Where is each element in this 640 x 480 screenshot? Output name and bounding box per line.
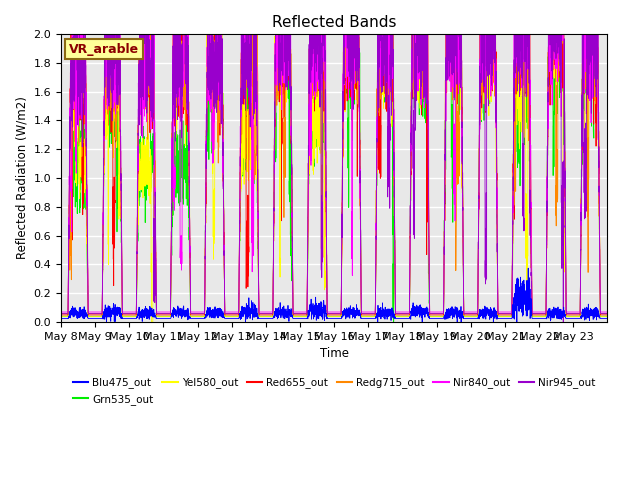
Yel580_out (511, 31, 519, 37)
Nir945_out (604, 311, 611, 316)
Blu475_out (355, 307, 362, 313)
Blu475_out (170, 305, 178, 311)
Nir945_out (511, 46, 518, 52)
Yel580_out (355, 30, 362, 36)
Grn535_out (355, 67, 362, 72)
Text: VR_arable: VR_arable (69, 43, 140, 56)
Yel580_out (384, 77, 392, 83)
Red655_out (511, 7, 518, 12)
Red655_out (525, 61, 532, 67)
Nir840_out (525, 16, 532, 22)
Red655_out (384, 12, 392, 17)
Yel580_out (170, 118, 178, 124)
Yel580_out (604, 313, 611, 319)
Red655_out (57, 312, 65, 318)
Redg715_out (511, 160, 518, 166)
Nir945_out (525, 31, 532, 36)
Redg715_out (57, 311, 65, 316)
Grn535_out (484, 19, 492, 25)
Yel580_out (148, 319, 156, 325)
Nir840_out (57, 309, 65, 315)
Nir840_out (170, 207, 178, 213)
Line: Blu475_out: Blu475_out (61, 268, 607, 322)
Line: Nir840_out: Nir840_out (61, 0, 607, 312)
Red655_out (170, 63, 178, 69)
Blu475_out (484, 309, 492, 314)
Grn535_out (525, 63, 533, 69)
Red655_out (484, 42, 492, 48)
Nir945_out (57, 311, 65, 316)
Yel580_out (484, 21, 492, 27)
Grn535_out (390, 319, 397, 325)
Nir945_out (170, 72, 178, 77)
Blu475_out (103, 319, 111, 325)
Blu475_out (525, 279, 533, 285)
Grn535_out (57, 313, 65, 319)
Grn535_out (604, 313, 611, 319)
Blu475_out (524, 265, 532, 271)
Red655_out (355, 65, 362, 71)
Yel580_out (57, 313, 65, 319)
Blu475_out (384, 312, 392, 318)
Nir945_out (384, 157, 392, 163)
Grn535_out (511, 52, 519, 58)
Line: Nir945_out: Nir945_out (61, 0, 607, 322)
Nir840_out (484, 12, 492, 18)
Line: Red655_out: Red655_out (61, 0, 607, 315)
X-axis label: Time: Time (319, 348, 349, 360)
Blu475_out (604, 316, 611, 322)
Nir840_out (511, 54, 518, 60)
Grn535_out (170, 160, 178, 166)
Nir945_out (355, 0, 362, 1)
Redg715_out (525, 72, 532, 78)
Legend: Blu475_out, Grn535_out, Yel580_out, Red655_out, Redg715_out, Nir840_out, Nir945_: Blu475_out, Grn535_out, Yel580_out, Red6… (68, 373, 600, 409)
Blu475_out (511, 290, 518, 296)
Title: Reflected Bands: Reflected Bands (272, 15, 396, 30)
Nir840_out (384, 32, 392, 38)
Nir945_out (559, 319, 567, 325)
Yel580_out (525, 132, 533, 138)
Nir840_out (604, 309, 611, 315)
Nir945_out (484, 30, 492, 36)
Line: Redg715_out: Redg715_out (61, 0, 607, 313)
Line: Yel580_out: Yel580_out (61, 0, 607, 322)
Redg715_out (484, 50, 492, 56)
Red655_out (604, 312, 611, 318)
Y-axis label: Reflected Radiation (W/m2): Reflected Radiation (W/m2) (15, 96, 28, 260)
Blu475_out (57, 316, 65, 322)
Redg715_out (355, 4, 362, 10)
Nir840_out (355, 0, 362, 4)
Line: Grn535_out: Grn535_out (61, 0, 607, 322)
Redg715_out (604, 311, 611, 316)
